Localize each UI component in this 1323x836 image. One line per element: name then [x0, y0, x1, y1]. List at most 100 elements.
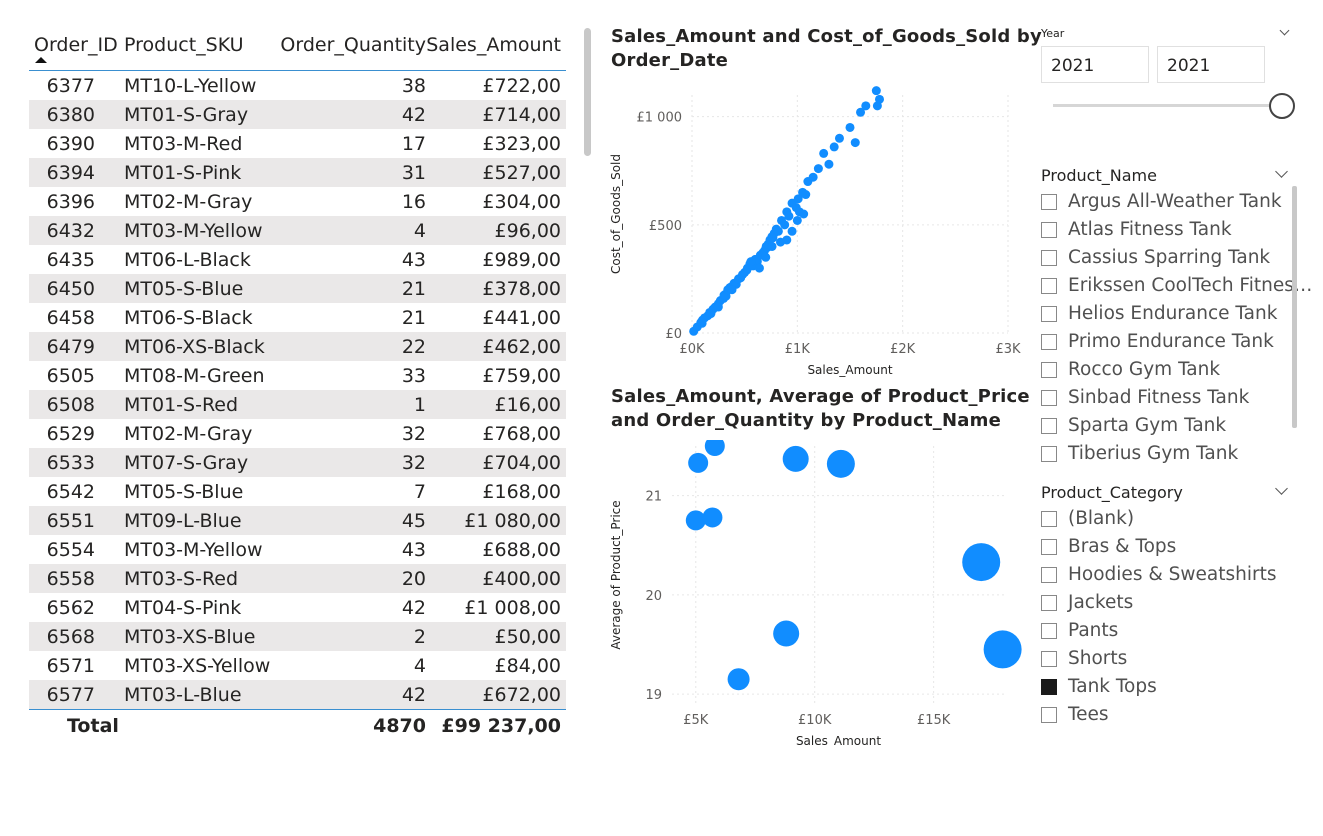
- checkbox-icon[interactable]: [1041, 278, 1057, 294]
- scatter-data-point[interactable]: [784, 211, 794, 221]
- product-name-item[interactable]: Helios Endurance Tank: [1041, 302, 1291, 330]
- checkbox-icon[interactable]: [1041, 250, 1057, 266]
- price-bubble-chart[interactable]: £5K £10K £15K 19 20 21 Sales_Amount Average of …: [600, 440, 1030, 745]
- checkbox-icon[interactable]: [1041, 306, 1057, 322]
- bubble-bubble[interactable]: [826, 449, 855, 478]
- checkbox-icon[interactable]: [1041, 390, 1057, 406]
- scatter-data-point[interactable]: [856, 107, 866, 117]
- bubble-bubble[interactable]: [702, 507, 723, 528]
- table-row[interactable]: 6396 MT02-M-Gray 16 £304,00: [29, 187, 566, 216]
- scatter-data-point[interactable]: [782, 235, 792, 245]
- scatter-data-point[interactable]: [773, 226, 783, 236]
- table-row[interactable]: 6450 MT05-S-Blue 21 £378,00: [29, 274, 566, 303]
- table-row[interactable]: 6435 MT06-L-Black 43 £989,00: [29, 245, 566, 274]
- scatter-data-point[interactable]: [754, 263, 764, 273]
- year-slider-handle[interactable]: [1269, 93, 1295, 119]
- scatter-data-point[interactable]: [727, 285, 737, 295]
- bubble-bubble[interactable]: [782, 445, 809, 472]
- table-scrollbar[interactable]: [584, 28, 591, 156]
- product-name-item[interactable]: Erikssen CoolTech Fitnes…: [1041, 274, 1312, 302]
- product-name-item[interactable]: Tiberius Gym Tank: [1041, 442, 1291, 470]
- scatter-data-point[interactable]: [713, 302, 723, 312]
- table-row[interactable]: 6568 MT03-XS-Blue 2 £50,00: [29, 622, 566, 651]
- sort-ascending-icon[interactable]: [35, 57, 47, 63]
- table-row[interactable]: 6551 MT09-L-Blue 45 £1 080,00: [29, 506, 566, 535]
- bubble-bubble[interactable]: [685, 510, 706, 531]
- scatter-data-point[interactable]: [850, 138, 860, 148]
- checkbox-icon[interactable]: [1041, 362, 1057, 378]
- scatter-data-point[interactable]: [861, 101, 871, 111]
- column-header-sales-amount[interactable]: Sales_Amount: [426, 34, 561, 56]
- year-start-input[interactable]: 2021: [1041, 46, 1149, 83]
- table-row[interactable]: 6394 MT01-S-Pink 31 £527,00: [29, 158, 566, 187]
- checkbox-icon[interactable]: [1041, 194, 1057, 210]
- table-row[interactable]: 6562 MT04-S-Pink 42 £1 008,00: [29, 593, 566, 622]
- scatter-data-point[interactable]: [780, 220, 790, 230]
- column-header-product-sku[interactable]: Product_SKU: [124, 34, 244, 56]
- bubble-bubble[interactable]: [962, 543, 1001, 582]
- table-row[interactable]: 6554 MT03-M-Yellow 43 £688,00: [29, 535, 566, 564]
- product-name-item[interactable]: Sinbad Fitness Tank: [1041, 386, 1291, 414]
- column-header-order-quantity[interactable]: Order_Quantity: [280, 34, 426, 56]
- checkbox-icon[interactable]: [1041, 334, 1057, 350]
- scatter-data-point[interactable]: [813, 164, 823, 174]
- table-row[interactable]: 6432 MT03-M-Yellow 4 £96,00: [29, 216, 566, 245]
- bubble-bubble[interactable]: [727, 668, 750, 691]
- scatter-data-point[interactable]: [871, 86, 881, 96]
- cogs-scatter-chart[interactable]: £0K £1K £2K £3K £0 £500 £1 000 Sales_Amount Cost…: [600, 80, 1030, 380]
- checkbox-icon[interactable]: [1041, 446, 1057, 462]
- product-name-item[interactable]: Primo Endurance Tank: [1041, 330, 1291, 358]
- product-category-item[interactable]: Jackets: [1041, 591, 1291, 619]
- product-name-item[interactable]: Cassius Sparring Tank: [1041, 246, 1291, 274]
- product-name-item[interactable]: Sparta Gym Tank: [1041, 414, 1291, 442]
- scatter-data-point[interactable]: [845, 122, 855, 132]
- table-row[interactable]: 6390 MT03-M-Red 17 £323,00: [29, 129, 566, 158]
- product-category-item[interactable]: Bras & Tops: [1041, 535, 1291, 563]
- chevron-down-icon[interactable]: [1275, 482, 1288, 495]
- product-name-item[interactable]: Atlas Fitness Tank: [1041, 218, 1291, 246]
- product-name-scrollbar[interactable]: [1292, 186, 1297, 428]
- scatter-data-point[interactable]: [746, 257, 756, 267]
- checkbox-icon[interactable]: [1041, 707, 1057, 723]
- scatter-data-point[interactable]: [761, 252, 771, 262]
- bubble-bubble[interactable]: [773, 620, 800, 647]
- scatter-data-point[interactable]: [834, 133, 844, 143]
- table-row[interactable]: 6533 MT07-S-Gray 32 £704,00: [29, 448, 566, 477]
- chevron-down-icon[interactable]: [1279, 25, 1290, 36]
- product-category-item[interactable]: Tank Tops: [1041, 675, 1291, 703]
- checkbox-icon[interactable]: [1041, 623, 1057, 639]
- table-row[interactable]: 6529 MT02-M-Gray 32 £768,00: [29, 419, 566, 448]
- table-row[interactable]: 6508 MT01-S-Red 1 £16,00: [29, 390, 566, 419]
- checkbox-icon[interactable]: [1041, 222, 1057, 238]
- bubble-bubble[interactable]: [704, 440, 725, 456]
- chevron-down-icon[interactable]: [1275, 165, 1288, 178]
- table-row[interactable]: 6571 MT03-XS-Yellow 4 £84,00: [29, 651, 566, 680]
- product-category-item[interactable]: Shorts: [1041, 647, 1291, 675]
- checkbox-icon[interactable]: [1041, 418, 1057, 434]
- scatter-data-point[interactable]: [801, 190, 811, 200]
- table-row[interactable]: 6558 MT03-S-Red 20 £400,00: [29, 564, 566, 593]
- table-row[interactable]: 6380 MT01-S-Gray 42 £714,00: [29, 100, 566, 129]
- scatter-data-point[interactable]: [824, 159, 834, 169]
- table-row[interactable]: 6479 MT06-XS-Black 22 £462,00: [29, 332, 566, 361]
- table-row[interactable]: 6377 MT10-L-Yellow 38 £722,00: [29, 71, 566, 100]
- checkbox-checked-icon[interactable]: [1041, 679, 1057, 695]
- product-name-item[interactable]: Argus All-Weather Tank: [1041, 190, 1291, 218]
- checkbox-icon[interactable]: [1041, 651, 1057, 667]
- bubble-bubble[interactable]: [688, 452, 709, 473]
- scatter-data-point[interactable]: [767, 241, 777, 251]
- scatter-data-point[interactable]: [808, 172, 818, 182]
- table-row[interactable]: 6458 MT06-S-Black 21 £441,00: [29, 303, 566, 332]
- year-slider-track[interactable]: [1053, 104, 1281, 107]
- column-header-order-id[interactable]: Order_ID: [34, 34, 118, 56]
- scatter-data-point[interactable]: [792, 215, 802, 225]
- scatter-data-point[interactable]: [787, 226, 797, 236]
- checkbox-icon[interactable]: [1041, 511, 1057, 527]
- product-category-item[interactable]: Tees: [1041, 703, 1291, 731]
- checkbox-icon[interactable]: [1041, 539, 1057, 555]
- product-category-item[interactable]: Hoodies & Sweatshirts: [1041, 563, 1291, 591]
- scatter-data-point[interactable]: [819, 148, 829, 158]
- scatter-data-point[interactable]: [793, 194, 803, 204]
- scatter-data-point[interactable]: [799, 209, 809, 219]
- table-row[interactable]: 6505 MT08-M-Green 33 £759,00: [29, 361, 566, 390]
